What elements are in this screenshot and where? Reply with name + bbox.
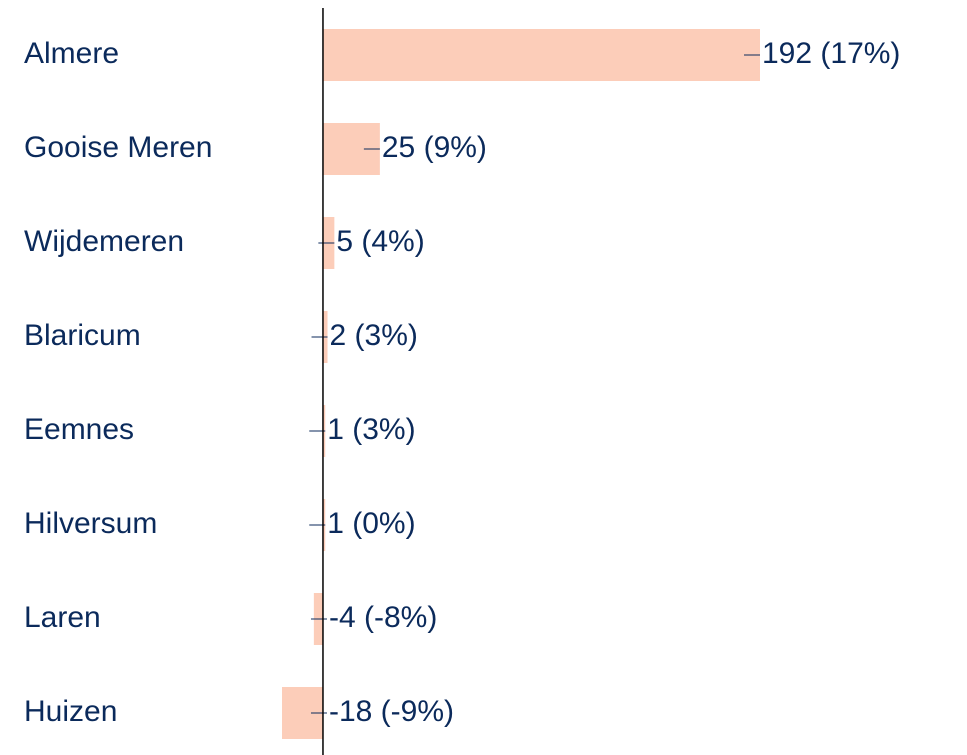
value-label: -18 (-9%)	[329, 695, 454, 728]
value-label: 1 (0%)	[327, 507, 415, 540]
category-label: Huizen	[24, 695, 117, 728]
category-label: Wijdemeren	[24, 225, 184, 258]
category-label: Blaricum	[24, 319, 141, 352]
value-label: 192 (17%)	[762, 37, 900, 70]
value-label: 5 (4%)	[336, 225, 424, 258]
value-label: 1 (3%)	[327, 413, 415, 446]
bar	[322, 29, 760, 81]
value-label: 25 (9%)	[382, 131, 487, 164]
category-label: Gooise Meren	[24, 131, 212, 164]
category-label: Hilversum	[24, 507, 157, 540]
value-label: 2 (3%)	[330, 319, 418, 352]
category-label: Almere	[24, 37, 119, 70]
category-label: Laren	[24, 601, 101, 634]
value-label: -4 (-8%)	[329, 601, 437, 634]
category-label: Eemnes	[24, 413, 134, 446]
